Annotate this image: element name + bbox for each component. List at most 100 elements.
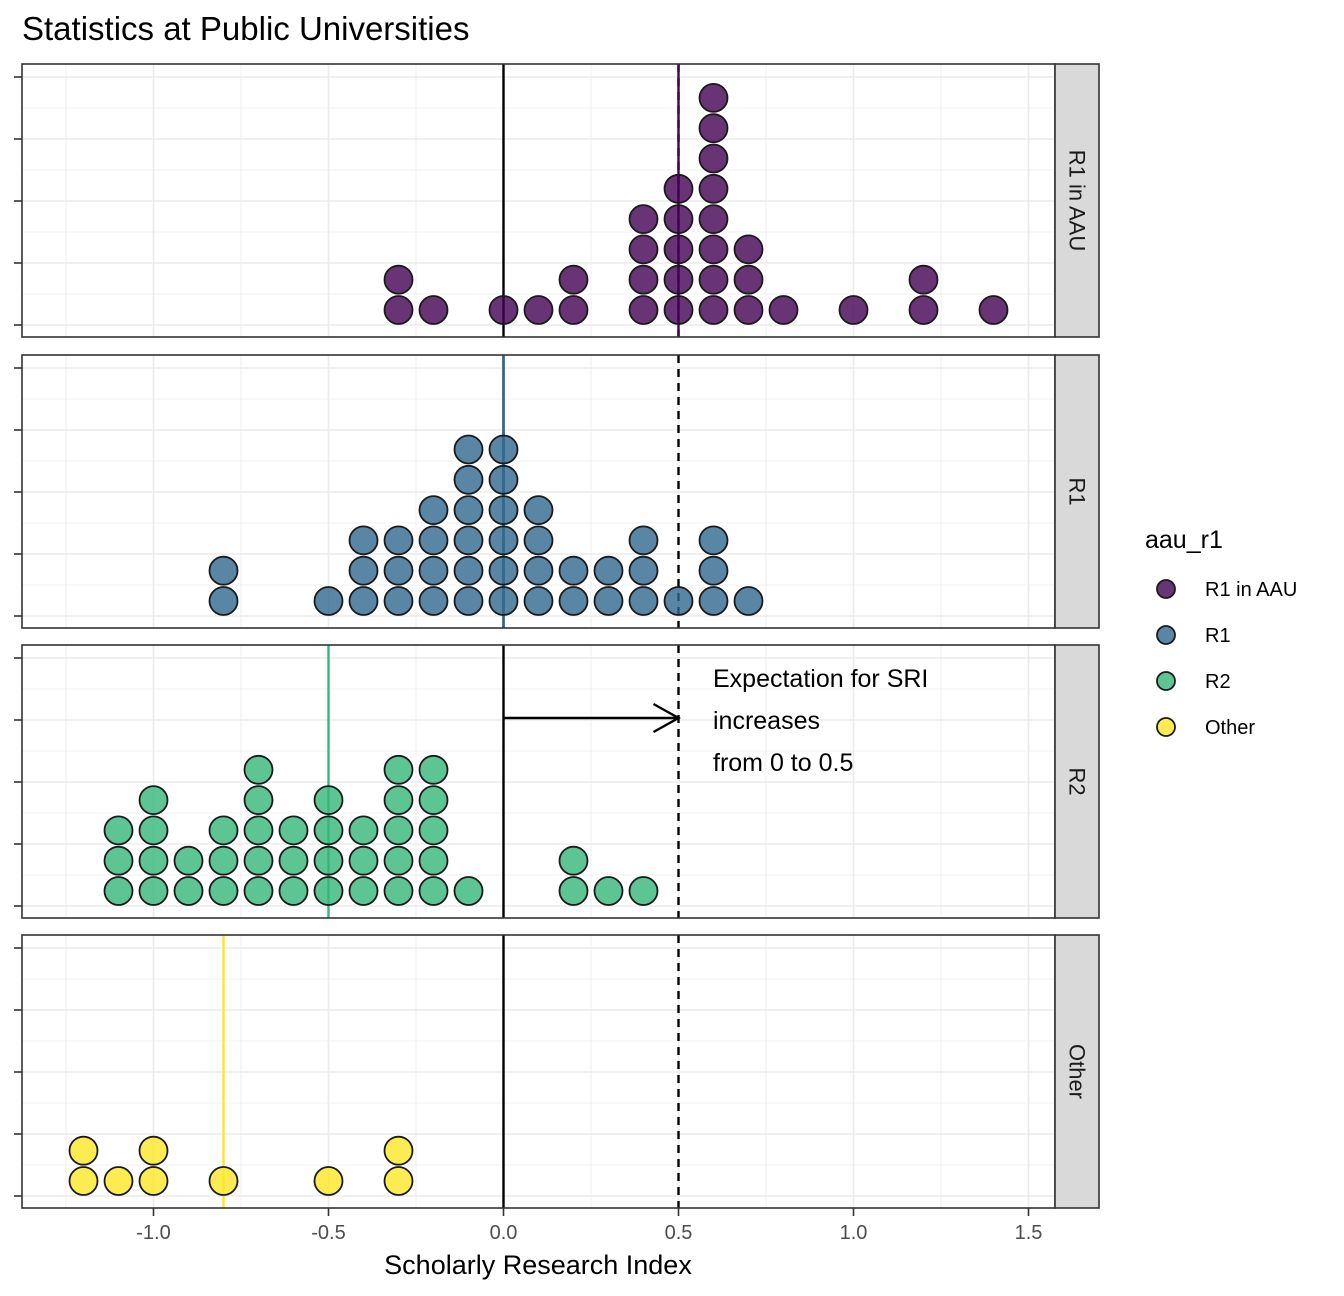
data-point <box>558 586 589 616</box>
data-point <box>278 815 309 846</box>
annotation-text-line: Expectation for SRI <box>713 665 928 693</box>
chart-title: Statistics at Public Universities <box>22 10 469 47</box>
data-point <box>243 815 274 846</box>
legend: aau_r1 R1 in AAU R1 R2 Other <box>1145 526 1297 739</box>
data-point <box>418 876 449 906</box>
facet-strip <box>1054 644 1100 919</box>
data-point <box>698 295 729 325</box>
facet-strip <box>1054 354 1100 629</box>
data-point <box>208 1166 239 1196</box>
data-point <box>488 464 519 495</box>
data-point <box>208 586 239 616</box>
annotation-text-line: from 0 to 0.5 <box>713 749 853 777</box>
data-point <box>208 845 239 876</box>
data-point <box>383 845 414 876</box>
data-point <box>523 555 554 586</box>
data-point <box>698 173 729 204</box>
data-point <box>313 1166 344 1196</box>
data-point <box>523 586 554 616</box>
data-point <box>768 295 799 325</box>
data-point <box>418 555 449 586</box>
facet-strip-label: R2 <box>1065 767 1090 795</box>
data-point <box>348 876 379 906</box>
data-point <box>593 555 624 586</box>
data-point <box>68 1135 99 1166</box>
data-point <box>418 525 449 556</box>
data-point <box>558 264 589 295</box>
data-point <box>383 525 414 556</box>
data-point <box>313 586 344 616</box>
data-point <box>698 586 729 616</box>
facet-panel-r2: R2 Expectation for SRI increases from 0 to … <box>14 644 1100 919</box>
data-point <box>698 113 729 144</box>
data-point <box>418 785 449 815</box>
data-point <box>383 1166 414 1196</box>
facet-strip-label: R1 <box>1065 477 1090 505</box>
legend-key <box>1156 671 1176 691</box>
facet-panels: R1 in AAU R1 R2 Expectation for SRI increase… <box>14 63 1100 1209</box>
data-point <box>663 295 694 325</box>
data-point <box>383 555 414 586</box>
data-point <box>733 295 764 325</box>
data-point <box>313 815 344 846</box>
legend-entries: R1 in AAU R1 R2 Other <box>1156 579 1297 739</box>
data-point <box>418 845 449 876</box>
data-point <box>103 1166 134 1196</box>
data-point <box>348 815 379 846</box>
data-point <box>593 876 624 906</box>
data-point <box>138 815 169 846</box>
x-tick-label: -0.5 <box>311 1222 345 1244</box>
annotation-text-line: increases <box>713 707 820 735</box>
data-point <box>383 785 414 815</box>
facet-panel-r1-in-aau: R1 in AAU <box>14 63 1100 338</box>
data-point <box>173 845 204 876</box>
facet-strip-label: Other <box>1065 1044 1090 1099</box>
x-axis: -1.0 -0.5 0.0 0.5 1.0 1.5 <box>136 1208 1042 1244</box>
data-point <box>488 434 519 465</box>
data-point <box>488 525 519 556</box>
legend-label: Other <box>1205 717 1255 739</box>
data-point <box>138 876 169 906</box>
data-point <box>523 295 554 325</box>
facet-panel-r1: R1 <box>14 354 1100 629</box>
data-point <box>243 876 274 906</box>
data-point <box>453 525 484 556</box>
data-point <box>418 495 449 526</box>
data-point <box>453 876 484 906</box>
data-point <box>278 876 309 906</box>
data-point <box>733 264 764 295</box>
data-point <box>103 845 134 876</box>
data-point <box>733 586 764 616</box>
legend-label: R2 <box>1205 671 1231 693</box>
data-point <box>908 264 939 295</box>
data-point <box>663 264 694 295</box>
data-point <box>383 264 414 295</box>
facet-strip-label: R1 in AAU <box>1065 150 1090 252</box>
data-point <box>733 234 764 265</box>
data-point <box>558 876 589 906</box>
data-point <box>348 586 379 616</box>
x-axis-title: Scholarly Research Index <box>384 1250 692 1280</box>
data-point <box>628 264 659 295</box>
data-point <box>488 295 519 325</box>
data-point <box>628 876 659 906</box>
legend-key <box>1156 717 1176 737</box>
x-tick-label: 0.0 <box>490 1222 518 1244</box>
data-point <box>383 754 414 785</box>
data-point <box>383 586 414 616</box>
x-tick-label: -1.0 <box>136 1222 170 1244</box>
data-point <box>313 876 344 906</box>
data-point <box>698 83 729 113</box>
data-point <box>208 876 239 906</box>
data-point <box>383 815 414 846</box>
data-point <box>698 555 729 586</box>
legend-key <box>1156 625 1176 645</box>
data-point <box>383 295 414 325</box>
x-tick-label: 0.5 <box>665 1222 693 1244</box>
data-point <box>243 785 274 815</box>
data-point <box>138 1135 169 1166</box>
annotation-arrow-head <box>652 702 681 734</box>
data-point <box>138 845 169 876</box>
data-point <box>698 143 729 174</box>
